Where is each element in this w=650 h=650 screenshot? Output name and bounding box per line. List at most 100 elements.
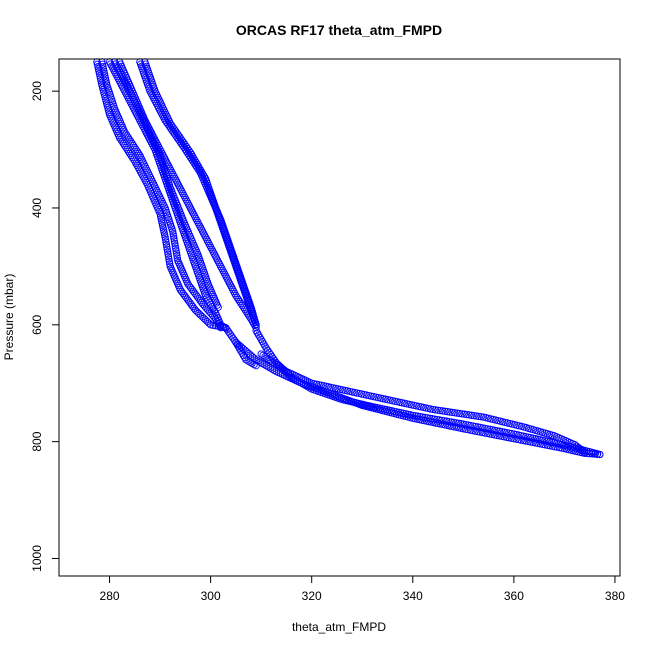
data-point: [128, 140, 136, 148]
y-axis-label: Pressure (mbar): [2, 274, 16, 361]
data-point: [131, 143, 139, 152]
data-point: [119, 140, 128, 148]
data-point: [169, 232, 178, 240]
data-point: [173, 252, 181, 260]
data-point: [436, 406, 444, 415]
data-point: [252, 321, 260, 329]
data-point: [169, 227, 177, 235]
data-point: [596, 450, 604, 459]
data-point: [178, 137, 186, 145]
data-point: [161, 233, 169, 241]
data-point: [132, 145, 140, 154]
data-point: [273, 361, 281, 369]
data-point: [593, 450, 601, 458]
data-point: [578, 446, 587, 455]
data-point: [165, 255, 173, 263]
data-point: [165, 257, 174, 266]
data-point: [242, 356, 250, 364]
data-point: [451, 409, 459, 417]
data-point: [586, 450, 594, 458]
data-point: [199, 171, 207, 179]
data-point: [116, 134, 124, 142]
data-point: [129, 141, 138, 150]
data-point: [166, 119, 174, 127]
data-point: [256, 358, 264, 366]
data-point: [467, 411, 476, 419]
data-point: [161, 235, 170, 244]
data-point: [172, 249, 181, 257]
data-point: [260, 360, 268, 369]
data-point: [238, 301, 246, 309]
data-point: [477, 413, 485, 421]
data-point: [162, 238, 170, 246]
data-point: [133, 147, 141, 156]
data-point: [192, 158, 200, 167]
y-axis: 200 400 600 800 1000: [30, 81, 59, 572]
y-tick-label: 400: [30, 198, 44, 218]
data-point: [122, 143, 130, 152]
data-point: [167, 121, 176, 129]
data-point: [463, 410, 471, 419]
x-tick-label: 280: [100, 589, 120, 603]
x-axis: 280 300 320 340 360 380: [100, 576, 625, 603]
data-point: [261, 353, 269, 361]
data-point: [267, 357, 275, 365]
data-point: [182, 142, 191, 151]
data-point: [117, 136, 125, 144]
data-point: [126, 136, 134, 144]
data-point: [263, 354, 271, 362]
data-point: [475, 412, 483, 421]
data-point: [257, 350, 265, 358]
data-point: [429, 405, 437, 414]
x-tick-label: 300: [201, 589, 221, 603]
data-point: [171, 239, 179, 248]
data-point: [186, 148, 195, 157]
data-point: [196, 164, 204, 173]
x-axis-label: theta_atm_FMPD: [292, 620, 386, 634]
x-tick-label: 380: [605, 589, 625, 603]
data-point: [134, 149, 143, 158]
data-point: [190, 154, 198, 163]
data-point: [170, 234, 178, 243]
data-point: [254, 357, 262, 365]
data-point: [206, 321, 215, 329]
data-points: [93, 58, 604, 459]
data-point: [276, 363, 285, 372]
data-point: [129, 155, 138, 163]
data-point: [465, 411, 473, 419]
data-point: [166, 260, 174, 268]
data-point: [265, 355, 273, 364]
data-point: [171, 242, 179, 250]
data-point: [214, 303, 222, 311]
y-tick-label: 800: [30, 431, 44, 451]
data-point: [172, 247, 180, 255]
data-point: [275, 362, 283, 370]
data-point: [169, 230, 177, 238]
data-point: [172, 244, 180, 253]
data-point: [180, 139, 188, 147]
data-point: [200, 173, 209, 181]
y-tick-label: 1000: [30, 545, 44, 572]
data-point: [164, 250, 172, 258]
data-point: [121, 141, 129, 150]
data-point: [266, 364, 274, 372]
data-point: [185, 146, 193, 155]
data-point: [164, 248, 172, 256]
data-point: [187, 150, 196, 159]
data-point: [122, 130, 130, 138]
data-point: [233, 293, 241, 302]
data-point: [194, 162, 203, 171]
data-point: [170, 237, 179, 245]
data-point: [280, 366, 289, 374]
x-tick-label: 360: [504, 589, 524, 603]
data-point: [441, 407, 449, 415]
data-point: [121, 128, 129, 136]
data-point: [162, 240, 171, 249]
data-point: [118, 138, 126, 146]
data-point: [252, 324, 260, 332]
data-point: [460, 410, 468, 418]
data-point: [163, 243, 171, 251]
data-point: [458, 410, 466, 418]
data-point: [123, 132, 131, 140]
data-point: [434, 406, 442, 414]
